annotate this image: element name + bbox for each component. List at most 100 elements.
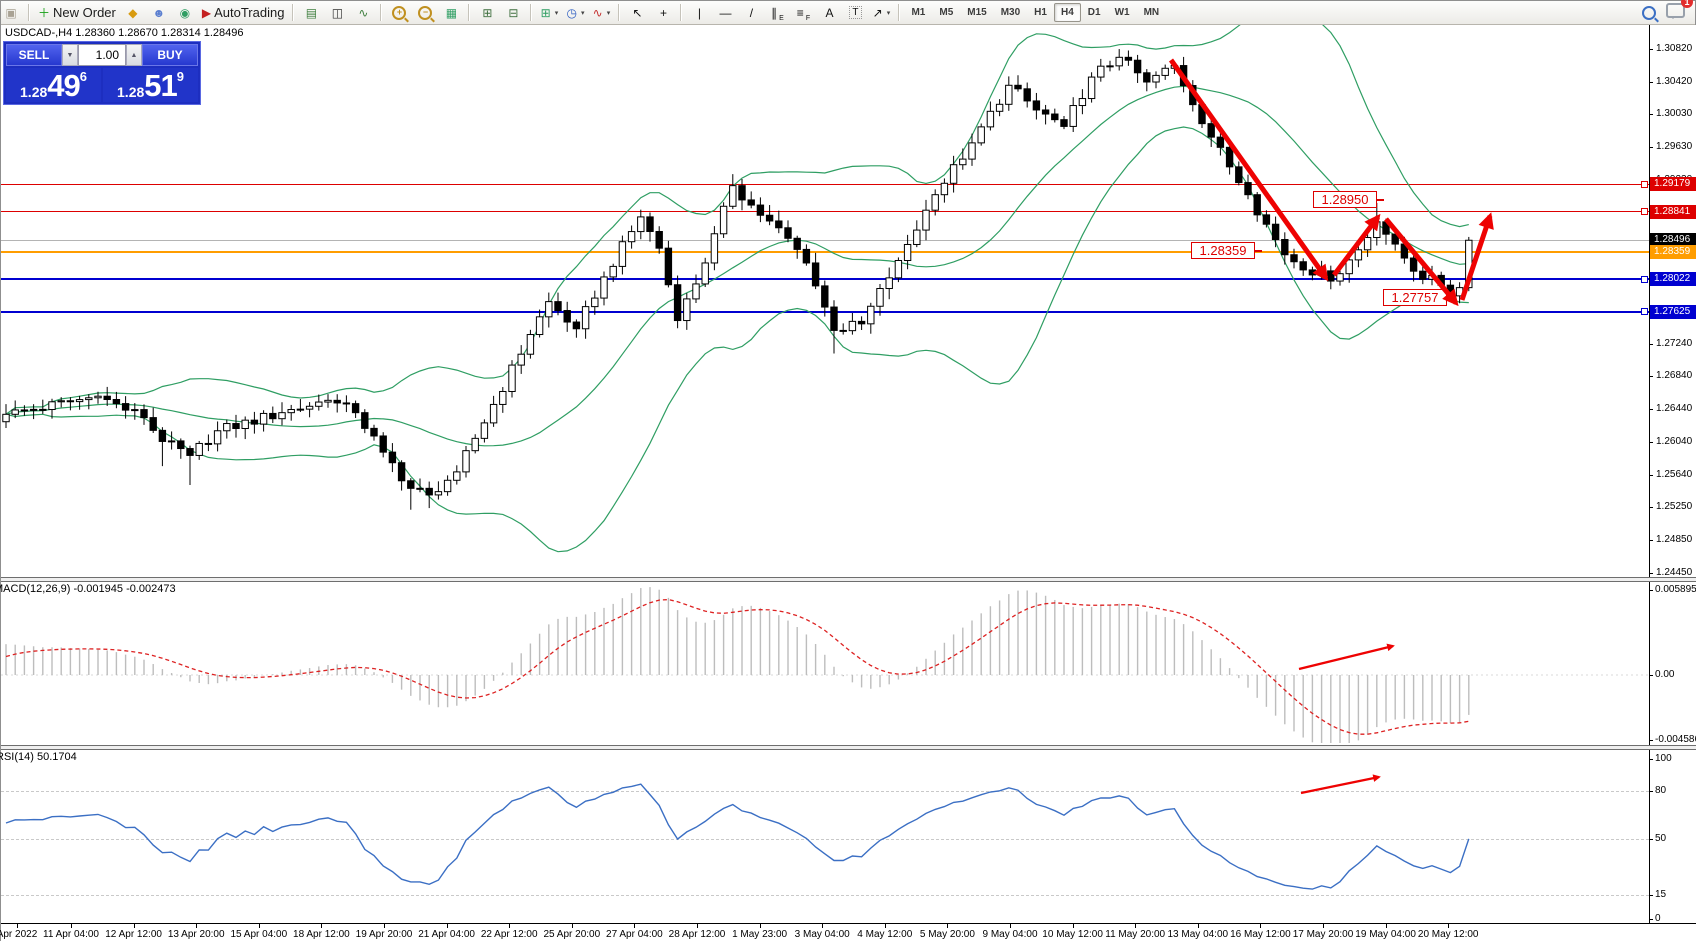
time-axis-tickmark bbox=[196, 924, 198, 928]
arrange-horizontal-icon[interactable]: ⊞ bbox=[474, 2, 500, 24]
horizontal-line-icon[interactable]: — bbox=[712, 2, 738, 24]
zoom-out-icon[interactable]: − bbox=[412, 2, 438, 24]
arrange-vertical-icon[interactable]: ⊟ bbox=[500, 2, 526, 24]
horizontal-line-1.28841[interactable] bbox=[1, 211, 1649, 213]
line-chart-icon[interactable]: ∿ bbox=[350, 2, 376, 24]
horizontal-line-1.28496[interactable] bbox=[1, 239, 1649, 241]
one-click-trading-panel: SELL ▼ ▲ BUY 1.28 49 6 1.28 51 9 bbox=[3, 41, 201, 105]
buy-price[interactable]: 1.28 51 9 bbox=[103, 68, 198, 102]
line-drag-handle[interactable] bbox=[1641, 308, 1648, 316]
horizontal-line-1.28359[interactable] bbox=[1, 250, 1649, 253]
time-axis-label: 19 May 04:00 bbox=[1355, 929, 1416, 940]
price-line-label: 1.29179 bbox=[1650, 177, 1696, 192]
new-chart-icon[interactable]: ⊞ ▾ bbox=[536, 2, 562, 24]
price-axis-tick: 1.24850 bbox=[1656, 534, 1693, 546]
candlestick-chart-icon[interactable]: ◫ bbox=[324, 2, 350, 24]
time-axis-label: 5 May 20:00 bbox=[919, 929, 975, 940]
time-axis-tickmark bbox=[1260, 924, 1262, 928]
toolbar-separator bbox=[28, 4, 30, 21]
macd-pane-splitter[interactable] bbox=[1, 577, 1696, 582]
main-toolbar: ▣ ＋ New Order ◆ ☻ ◉ ▶ AutoTrading ▤ ◫ ∿ + − ▦ ⊞ ⊟ ⊞ ▾ ◷ ▾ ∿ ▾… bbox=[0, 0, 1695, 25]
chat-icon[interactable]: 1 bbox=[1666, 0, 1693, 23]
price-callout-1.28950[interactable]: 1.28950 bbox=[1313, 191, 1377, 208]
timeframe-m5[interactable]: M5 bbox=[939, 7, 954, 18]
fibonacci-icon-letter: F bbox=[805, 14, 811, 22]
fibonacci-icon: ≡ bbox=[796, 5, 804, 20]
crosshair-icon: + bbox=[659, 5, 667, 20]
horizontal-line-1.29179[interactable] bbox=[1, 183, 1649, 185]
horizontal-line-1.28022[interactable] bbox=[1, 278, 1649, 281]
equidistant-channel-icon[interactable]: ∥ E bbox=[764, 2, 790, 24]
time-axis-tickmark bbox=[71, 924, 72, 928]
time-axis-tickmark bbox=[571, 924, 573, 928]
time-axis-tickmark bbox=[634, 924, 636, 928]
price-axis-tickmark bbox=[1649, 442, 1653, 444]
search-icon[interactable] bbox=[1642, 5, 1656, 20]
trendline-icon[interactable]: / bbox=[738, 2, 764, 24]
trendline-icon: / bbox=[749, 5, 754, 20]
arrows-objects-icon[interactable]: ↗ ▾ bbox=[868, 2, 894, 24]
volume-decrease-button[interactable]: ▼ bbox=[62, 44, 78, 66]
timeframe-h1[interactable]: H1 bbox=[1034, 7, 1047, 18]
price-axis-tick: 1.24450 bbox=[1656, 567, 1693, 579]
timeframe-m30[interactable]: M30 bbox=[1000, 7, 1021, 18]
text-label-icon[interactable]: T bbox=[842, 2, 868, 24]
profiles-icon[interactable]: ◷ ▾ bbox=[562, 2, 588, 24]
time-axis-label: 11 Apr 04:00 bbox=[43, 929, 99, 940]
timeframe-w1[interactable]: W1 bbox=[1114, 7, 1130, 18]
timeframe-mn[interactable]: MN bbox=[1143, 7, 1160, 18]
buy-button[interactable]: BUY bbox=[142, 44, 198, 66]
clipped-icon[interactable]: ▣ bbox=[0, 2, 24, 24]
toolbar-separator bbox=[898, 4, 901, 21]
rsi-axis-tick: 0 bbox=[1655, 913, 1661, 924]
timeframe-m15[interactable]: M15 bbox=[967, 7, 987, 18]
crosshair-icon[interactable]: + bbox=[650, 2, 676, 24]
timeframe-m1[interactable]: M1 bbox=[911, 7, 926, 18]
time-axis-label: 10 May 12:00 bbox=[1042, 929, 1103, 940]
horizontal-line-1.27625[interactable] bbox=[1, 310, 1649, 313]
price-line-label: 1.28359 bbox=[1650, 244, 1696, 259]
macd-signal-line bbox=[5, 598, 1469, 735]
zoom-in-icon[interactable]: + bbox=[386, 2, 412, 24]
chart-title-ohlc: USDCAD-,H4 1.28360 1.28670 1.28314 1.284… bbox=[5, 27, 244, 39]
rsi-axis-tickmark bbox=[1649, 759, 1653, 760]
time-axis-tickmark bbox=[258, 924, 260, 928]
fibonacci-icon[interactable]: ≡ F bbox=[790, 2, 816, 24]
community-icon[interactable]: ☻ bbox=[146, 2, 172, 24]
tile-windows-icon[interactable]: ▦ bbox=[438, 2, 464, 24]
bar-chart-icon[interactable]: ▤ bbox=[298, 2, 324, 24]
volume-input[interactable] bbox=[78, 44, 126, 66]
text-icon[interactable]: A bbox=[816, 2, 842, 24]
signals-icon[interactable]: ◉ bbox=[172, 2, 198, 24]
autotrading-icon: ▶ bbox=[201, 5, 212, 20]
line-drag-handle[interactable] bbox=[1641, 180, 1648, 188]
price-axis[interactable] bbox=[1649, 25, 1696, 923]
volume-increase-button[interactable]: ▲ bbox=[126, 44, 142, 66]
timeframe-d1[interactable]: D1 bbox=[1087, 7, 1101, 18]
time-axis-label: 13 May 04:00 bbox=[1167, 929, 1229, 940]
price-axis-tick: 1.30820 bbox=[1656, 43, 1693, 55]
autotrading-button[interactable]: ▶ AutoTrading bbox=[198, 2, 289, 24]
time-axis-tickmark bbox=[822, 924, 824, 928]
sell-price[interactable]: 1.28 49 6 bbox=[6, 68, 101, 102]
time-axis[interactable]: Apr 2022 11 Apr 04:00 12 Apr 12:00 13 Apr 2… bbox=[0, 923, 1696, 941]
vertical-line-icon[interactable]: | bbox=[686, 2, 712, 24]
new-order-button[interactable]: ＋ New Order bbox=[34, 2, 120, 24]
timeframe-h4[interactable]: H4 bbox=[1053, 3, 1081, 22]
indicators-icon[interactable]: ∿ ▾ bbox=[588, 2, 614, 24]
price-callout-1.28359[interactable]: 1.28359 bbox=[1191, 242, 1255, 259]
alerts-icon[interactable]: ◆ bbox=[120, 2, 146, 24]
chart-region: USDCAD-,H4 1.28360 1.28670 1.28314 1.284… bbox=[0, 25, 1696, 941]
macd-indicator-label: MACD(12,26,9) -0.001945 -0.002473 bbox=[0, 583, 176, 595]
rsi-pane-splitter[interactable] bbox=[1, 745, 1696, 750]
price-callout-1.27757[interactable]: 1.27757 bbox=[1383, 289, 1447, 306]
line-drag-handle[interactable] bbox=[1641, 275, 1648, 283]
time-axis-label: 9 May 04:00 bbox=[982, 929, 1038, 940]
sell-button[interactable]: SELL bbox=[6, 44, 62, 66]
cursor-icon[interactable]: ↖ bbox=[624, 2, 650, 24]
bar-chart-icon: ▤ bbox=[305, 5, 318, 20]
line-drag-handle[interactable] bbox=[1641, 208, 1648, 216]
time-axis-label: 19 Apr 20:00 bbox=[355, 929, 413, 940]
price-axis-tick: 1.30030 bbox=[1656, 108, 1693, 120]
